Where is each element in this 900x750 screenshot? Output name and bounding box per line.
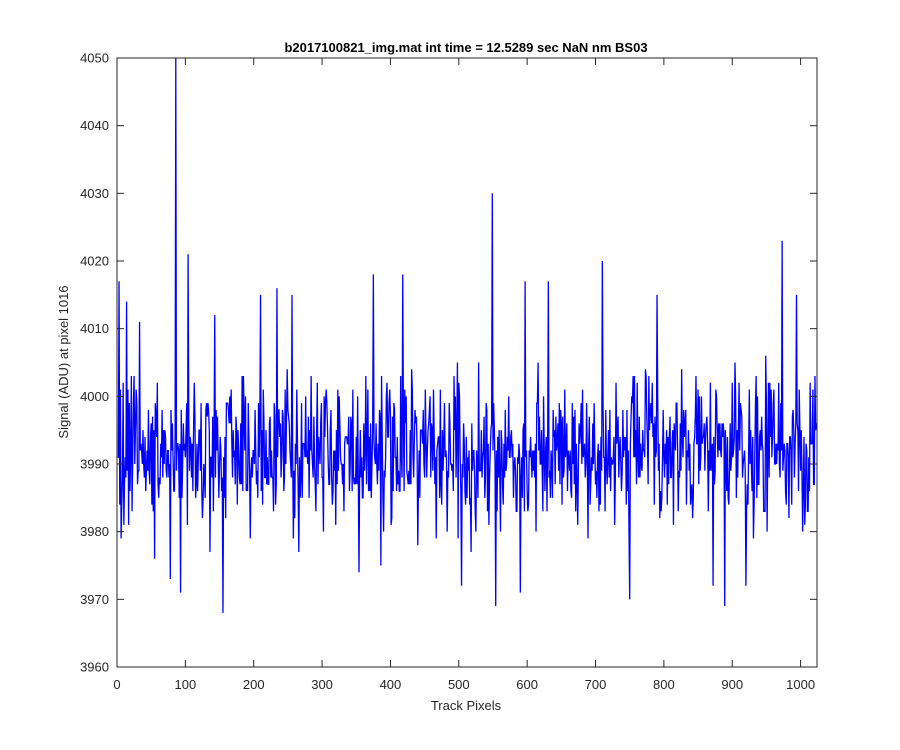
x-tick-label: 500	[448, 677, 470, 692]
series-line	[117, 57, 817, 613]
y-tick-label: 4000	[80, 389, 109, 404]
x-tick-label: 1000	[786, 677, 815, 692]
x-tick-label: 300	[311, 677, 333, 692]
y-axis: 3960 3970 3980 3990 4000 4010 4020 4030 4040 4050	[80, 51, 817, 675]
x-tick-label: 600	[516, 677, 538, 692]
y-tick-label: 4010	[80, 321, 109, 336]
y-axis-label: Signal (ADU) at pixel 1016	[56, 285, 71, 438]
x-tick-label: 0	[113, 677, 120, 692]
x-tick-label: 900	[721, 677, 743, 692]
chart-title: b2017100821_img.mat int time = 12.5289 s…	[284, 40, 647, 55]
y-tick-label: 3990	[80, 457, 109, 472]
x-tick-label: 200	[243, 677, 265, 692]
series-layer	[117, 57, 817, 613]
y-tick-label: 4030	[80, 186, 109, 201]
plot-area	[117, 58, 817, 667]
x-axis: 0 100 200 300 400 500 600 700 800 900 1000	[113, 58, 815, 692]
y-tick-label: 3960	[80, 660, 109, 675]
x-tick-label: 800	[653, 677, 675, 692]
y-tick-label: 4040	[80, 118, 109, 133]
y-tick-label: 4050	[80, 51, 109, 66]
axes-box	[116, 57, 818, 668]
y-tick-label: 3970	[80, 592, 109, 607]
y-tick-label: 4020	[80, 254, 109, 269]
x-axis-label: Track Pixels	[431, 698, 502, 713]
x-tick-label: 100	[175, 677, 197, 692]
x-tick-label: 400	[380, 677, 402, 692]
x-tick-label: 700	[585, 677, 607, 692]
y-tick-label: 3980	[80, 524, 109, 539]
